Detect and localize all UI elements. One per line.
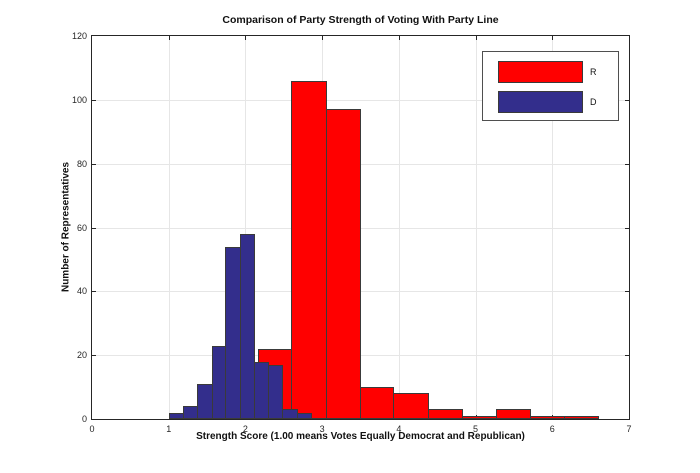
legend-label-D: D	[590, 97, 597, 107]
bar-D-8	[282, 409, 298, 419]
bar-R-7	[496, 409, 531, 419]
chart-title: Comparison of Party Strength of Voting W…	[222, 14, 499, 26]
bar-R-5	[428, 409, 463, 419]
bar-R-6	[462, 416, 497, 419]
y-tick-label-60: 60	[76, 222, 87, 233]
x-tick-mark-top	[169, 36, 170, 40]
x-gridline	[245, 36, 246, 419]
x-gridline	[552, 36, 553, 419]
y-tick-label-40: 40	[76, 286, 87, 297]
x-tick-label-3: 3	[319, 424, 325, 434]
bar-D-1	[183, 406, 198, 419]
bar-R-3	[360, 387, 394, 419]
bar-D-5	[240, 234, 255, 419]
x-tick-mark-top	[399, 36, 400, 40]
bar-R-8	[530, 416, 565, 419]
bar-D-9	[297, 413, 312, 419]
y-tick-mark	[92, 164, 96, 165]
bar-D-6	[254, 362, 269, 419]
x-tick-label-6: 6	[549, 424, 555, 434]
y-gridline	[92, 100, 629, 101]
x-axis-label: Strength Score (1.00 means Votes Equally…	[196, 431, 525, 442]
legend-swatch-D	[498, 91, 583, 113]
x-tick-mark-top	[552, 36, 553, 40]
y-tick-mark	[92, 291, 96, 292]
x-tick-label-0: 0	[89, 424, 95, 434]
bar-R-9	[564, 416, 599, 419]
y-tick-mark-right	[625, 164, 629, 165]
bar-D-7	[268, 365, 283, 419]
x-tick-label-2: 2	[242, 424, 248, 434]
bar-D-3	[212, 346, 226, 419]
legend-swatch-R	[498, 61, 583, 83]
y-tick-mark-right	[625, 100, 629, 101]
bar-R-2	[326, 109, 361, 419]
x-gridline	[169, 36, 170, 419]
x-tick-label-7: 7	[626, 424, 632, 434]
x-tick-mark-top	[322, 36, 323, 40]
y-tick-mark	[92, 100, 96, 101]
y-tick-label-120: 120	[71, 31, 87, 41]
bar-R-4	[393, 393, 429, 419]
y-tick-mark-right	[625, 291, 629, 292]
y-tick-mark-right	[625, 228, 629, 229]
y-tick-mark-right	[625, 355, 629, 356]
bar-R-1	[291, 81, 327, 419]
bar-D-4	[225, 247, 241, 419]
y-tick-mark	[92, 228, 96, 229]
x-gridline	[476, 36, 477, 419]
x-tick-label-5: 5	[473, 424, 479, 434]
x-tick-mark-top	[476, 36, 477, 40]
x-tick-label-1: 1	[166, 424, 172, 434]
x-gridline	[399, 36, 400, 419]
legend-label-R: R	[590, 67, 597, 77]
y-tick-label-0: 0	[81, 414, 87, 424]
y-tick-label-80: 80	[76, 158, 87, 169]
bar-D-2	[197, 384, 213, 419]
y-tick-label-20: 20	[76, 350, 87, 361]
y-tick-label-100: 100	[71, 94, 87, 105]
x-tick-label-4: 4	[396, 424, 402, 434]
x-tick-mark-top	[245, 36, 246, 40]
bar-D-0	[169, 413, 184, 419]
y-tick-mark	[92, 355, 96, 356]
